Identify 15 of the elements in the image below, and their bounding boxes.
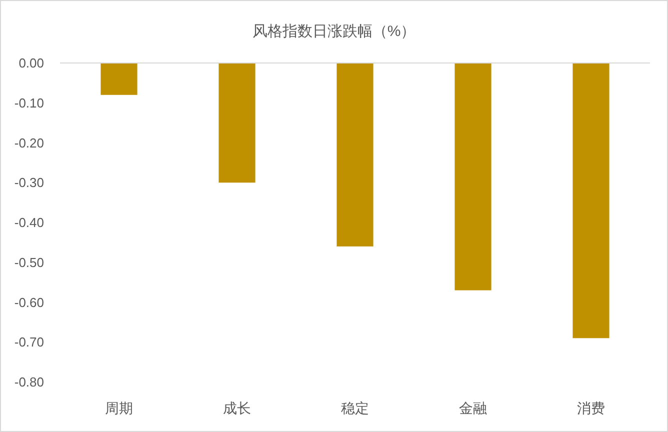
chart-title: 风格指数日涨跌幅（%） (252, 23, 416, 40)
x-tick-label: 成长 (223, 400, 251, 416)
y-tick-label: -0.50 (14, 254, 44, 270)
y-tick-label: -0.30 (14, 175, 44, 190)
x-tick-label: 稳定 (341, 400, 369, 416)
y-tick-label: -0.40 (14, 215, 44, 230)
y-tick-label: -0.80 (14, 374, 44, 390)
y-tick-label: -0.60 (14, 294, 44, 310)
x-tick-label: 消费 (577, 400, 605, 416)
y-tick-label: 0.00 (18, 56, 44, 70)
x-tick-label: 金融 (459, 400, 487, 416)
y-tick-label: -0.70 (14, 334, 44, 350)
y-tick-label: -0.20 (14, 135, 44, 150)
x-tick-label: 周期 (105, 400, 133, 416)
y-tick-label: -0.10 (14, 95, 44, 110)
